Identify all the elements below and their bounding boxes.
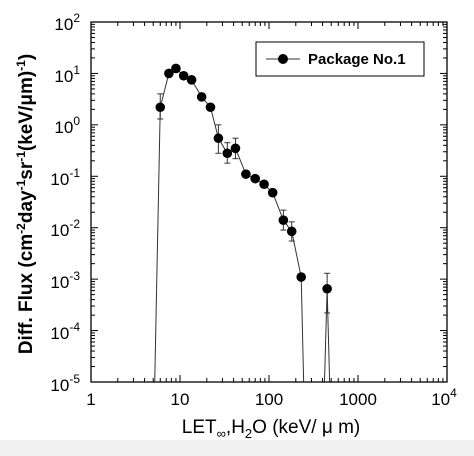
y-tick-label-1e-5: 10-5 <box>50 372 80 395</box>
y-tick-label-1e1: 101 <box>54 63 80 86</box>
data-point <box>213 133 224 144</box>
data-point <box>205 102 216 113</box>
data-point <box>155 102 166 113</box>
y-tick-label-1e0: 100 <box>54 114 80 137</box>
data-point <box>178 70 189 81</box>
data-point <box>222 148 233 159</box>
y-tick-label-1e-1: 10-1 <box>50 166 80 189</box>
y-tick-labels: 102 101 100 10-1 10-2 10-3 10-4 10-5 <box>50 11 80 395</box>
chart-svg: 1 10 100 1000 104 102 101 100 10-1 10-2 … <box>14 11 457 440</box>
data-point <box>250 173 261 184</box>
y-tick-label-1e-3: 10-3 <box>50 269 80 292</box>
series-line <box>154 67 331 383</box>
data-point <box>171 63 181 74</box>
legend: Package No.1 <box>255 41 425 77</box>
plot-frame <box>90 21 448 383</box>
data-point <box>230 143 241 154</box>
y-tick-label-1e2: 102 <box>54 11 80 34</box>
x-axis-title: LET∞,H2O (keV/ μ m) <box>182 417 360 440</box>
data-point <box>296 272 306 282</box>
x-tick-label-10e4: 104 <box>431 386 457 409</box>
x-tick-label-10: 10 <box>171 390 190 409</box>
x-tick-label-1: 1 <box>86 390 95 409</box>
data-point <box>278 215 289 225</box>
legend-marker <box>278 54 288 64</box>
data-point <box>286 226 297 237</box>
data-point <box>186 75 197 85</box>
x-tick-label-1000: 1000 <box>339 390 377 409</box>
data-point <box>196 92 207 102</box>
y-tick-label-1e-4: 10-4 <box>50 320 80 343</box>
y-tick-label-1e-2: 10-2 <box>50 217 80 240</box>
legend-label: Package No.1 <box>308 51 406 68</box>
x-tick-label-100: 100 <box>255 390 283 409</box>
data-point <box>241 169 251 179</box>
data-point <box>267 187 278 198</box>
data-point <box>322 283 332 294</box>
footer-band <box>0 440 474 456</box>
x-tick-labels: 1 10 100 1000 104 <box>86 386 457 409</box>
axis-ticks <box>90 22 447 383</box>
y-axis-title: Diff. Flux (cm-2day-1sr-1(keV/μm)-1) <box>14 54 37 354</box>
data-point <box>164 68 174 79</box>
series-layer <box>154 63 332 383</box>
data-point <box>259 179 269 190</box>
